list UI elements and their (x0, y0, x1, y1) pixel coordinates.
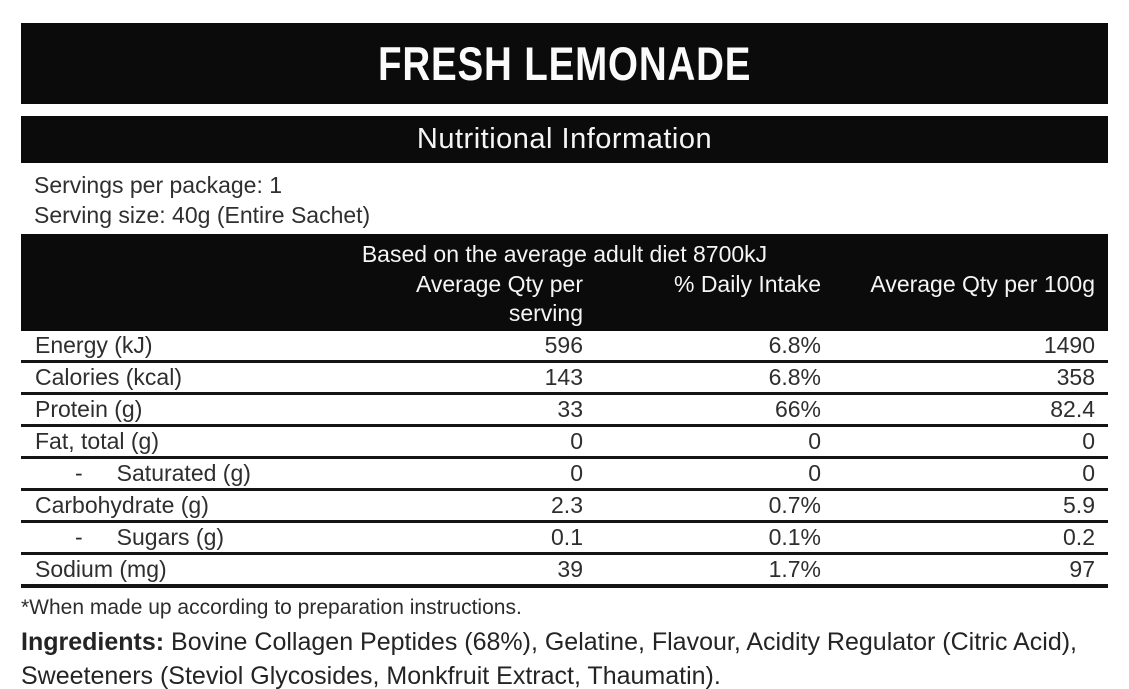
ingredients-label: Ingredients: (21, 628, 165, 656)
servings-per-package: Servings per package: 1 (34, 172, 283, 198)
value-daily-intake: 0.7% (768, 492, 821, 518)
table-row-saturated: - Saturated (g) 0 0 0 (21, 459, 1108, 491)
preparation-footnote: *When made up according to preparation i… (21, 596, 522, 619)
value-per-serving: 33 (557, 396, 583, 422)
nutrition-label: FRESH LEMONADE Nutritional Information S… (21, 0, 1108, 689)
nutrient-label: - Sugars (g) (75, 524, 225, 550)
nutrient-label: Energy (kJ) (35, 332, 153, 358)
nutrient-label: Carbohydrate (g) (35, 492, 209, 518)
value-per-serving: 596 (544, 332, 583, 358)
value-per-serving: 0 (570, 460, 583, 486)
value-per-serving: 0 (570, 428, 583, 454)
value-daily-intake: 0.1% (768, 524, 821, 550)
ingredients-line-2: Sweeteners (Steviol Glycosides, Monkfrui… (21, 662, 721, 689)
nutrition-info-title: Nutritional Information (416, 123, 713, 155)
indent-dash: - (75, 524, 83, 550)
value-per-100g: 0 (1082, 428, 1095, 454)
nutrient-label: - Saturated (g) (75, 460, 251, 486)
table-banner: Based on the average adult diet 8700kJ (361, 241, 768, 267)
product-title: FRESH LEMONADE (377, 37, 752, 90)
ingredients-paragraph: Ingredients: Bovine Collagen Peptides (6… (21, 625, 1108, 689)
value-daily-intake: 6.8% (768, 332, 821, 358)
value-daily-intake: 6.8% (768, 364, 821, 390)
value-per-100g: 1490 (1043, 332, 1095, 358)
value-per-100g: 82.4 (1050, 396, 1095, 422)
value-per-serving: 0.1 (551, 524, 583, 550)
value-daily-intake: 66% (774, 396, 821, 422)
col-header-qty-per-serving: Average Qty per serving (415, 271, 583, 326)
nutrition-table-body: Energy (kJ) 596 6.8% 1490 Calories (kcal… (21, 331, 1108, 588)
value-daily-intake: 1.7% (768, 556, 821, 582)
product-title-bar: FRESH LEMONADE (21, 23, 1108, 104)
value-per-serving: 2.3 (551, 492, 583, 518)
value-per-100g: 5.9 (1063, 492, 1095, 518)
value-daily-intake: 0 (808, 428, 821, 454)
value-per-100g: 0 (1082, 460, 1095, 486)
nutrient-label: Sodium (mg) (35, 556, 167, 582)
col-header-daily-intake: % Daily Intake (673, 271, 821, 297)
value-daily-intake: 0 (808, 460, 821, 486)
table-row-energy: Energy (kJ) 596 6.8% 1490 (21, 331, 1108, 363)
value-per-serving: 143 (544, 364, 583, 390)
nutrition-info-bar: Nutritional Information (21, 116, 1108, 163)
value-per-100g: 358 (1056, 364, 1095, 390)
table-column-headers: Average Qty per serving % Daily Intake A… (21, 270, 1108, 328)
nutrient-label: Protein (g) (35, 396, 143, 422)
col-header-qty-per-100g: Average Qty per 100g (870, 271, 1095, 297)
table-row-fat-total: Fat, total (g) 0 0 0 (21, 427, 1108, 459)
table-row-calories: Calories (kcal) 143 6.8% 358 (21, 363, 1108, 395)
table-header-band: Based on the average adult diet 8700kJ A… (21, 234, 1108, 331)
table-row-carbohydrate: Carbohydrate (g) 2.3 0.7% 5.9 (21, 491, 1108, 523)
value-per-100g: 97 (1069, 556, 1095, 582)
table-row-sodium: Sodium (mg) 39 1.7% 97 (21, 555, 1108, 588)
table-row-protein: Protein (g) 33 66% 82.4 (21, 395, 1108, 427)
table-row-sugars: - Sugars (g) 0.1 0.1% 0.2 (21, 523, 1108, 555)
value-per-100g: 0.2 (1063, 524, 1095, 550)
indent-dash: - (75, 460, 83, 486)
ingredients-line-1: Ingredients: Bovine Collagen Peptides (6… (21, 628, 1078, 656)
nutrient-label: Calories (kcal) (35, 364, 182, 390)
value-per-serving: 39 (557, 556, 583, 582)
serving-info: Servings per package: 1 Serving size: 40… (21, 170, 1108, 230)
serving-size: Serving size: 40g (Entire Sachet) (34, 202, 371, 228)
nutrient-label: Fat, total (g) (35, 428, 159, 454)
